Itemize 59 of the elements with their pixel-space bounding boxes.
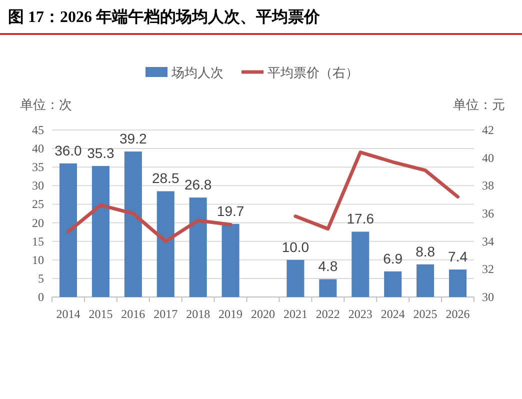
x-tick-label: 2025 — [413, 307, 438, 321]
y-tick-label: 30 — [32, 178, 44, 193]
y-tick-label: 25 — [32, 197, 44, 212]
data-label: 35.3 — [87, 145, 115, 161]
legend-label: 场均人次 — [170, 65, 224, 80]
y-tick-label: 45 — [32, 123, 44, 137]
x-tick-label: 2018 — [186, 307, 210, 321]
bar — [449, 270, 467, 297]
bar — [59, 163, 77, 297]
data-label: 36.0 — [54, 142, 82, 158]
data-label: 7.4 — [448, 248, 468, 265]
y-axis-title: 单位：次 — [20, 97, 72, 112]
bar — [189, 198, 207, 297]
x-tick-label: 2026 — [446, 307, 470, 321]
x-tick-label: 2017 — [154, 307, 178, 321]
data-label: 19.7 — [216, 202, 244, 219]
x-tick-label: 2016 — [121, 307, 146, 321]
data-label: 28.5 — [152, 170, 180, 186]
x-tick-label: 2020 — [251, 307, 275, 321]
bar — [352, 232, 370, 297]
x-tick-label: 2019 — [218, 307, 243, 321]
y-tick-label: 10 — [32, 252, 44, 267]
bar — [92, 166, 110, 297]
y2-tick-label: 34 — [482, 234, 494, 248]
x-tick-label: 2021 — [283, 307, 308, 321]
bar — [156, 191, 174, 297]
x-tick-label: 2015 — [88, 307, 113, 321]
y2-tick-label: 40 — [482, 150, 494, 165]
bar — [222, 224, 240, 297]
y2-tick-label: 36 — [482, 206, 494, 220]
bar — [384, 271, 402, 297]
y-tick-label: 0 — [38, 290, 44, 304]
y-tick-label: 15 — [32, 234, 44, 248]
x-tick-label: 2014 — [56, 307, 80, 321]
y2-tick-label: 32 — [482, 262, 494, 276]
bar — [124, 152, 142, 297]
y-tick-label: 35 — [32, 160, 44, 174]
y2-tick-label: 42 — [482, 123, 494, 137]
y2-axis-title: 单位：元 — [453, 97, 505, 112]
data-label: 4.8 — [318, 258, 338, 274]
y2-tick-label: 30 — [482, 290, 494, 304]
bar — [319, 279, 337, 297]
data-label: 17.6 — [346, 210, 374, 227]
y2-tick-label: 38 — [482, 178, 494, 193]
data-label: 10.0 — [282, 238, 310, 255]
chart-title: 图 17：2026 年端午档的场均人次、平均票价 — [8, 8, 321, 26]
data-label: 39.2 — [120, 130, 147, 147]
y-tick-label: 5 — [38, 271, 44, 286]
data-label: 26.8 — [184, 176, 212, 193]
x-tick-label: 2023 — [348, 307, 372, 321]
bar — [286, 260, 304, 297]
y-tick-label: 20 — [32, 216, 44, 230]
data-label: 6.9 — [383, 250, 403, 266]
data-label: 8.8 — [416, 243, 436, 260]
legend-label: 平均票价（右） — [268, 65, 358, 80]
y-tick-label: 40 — [32, 142, 44, 156]
x-tick-label: 2024 — [380, 307, 405, 321]
x-tick-label: 2022 — [316, 307, 340, 321]
bar — [416, 264, 434, 297]
